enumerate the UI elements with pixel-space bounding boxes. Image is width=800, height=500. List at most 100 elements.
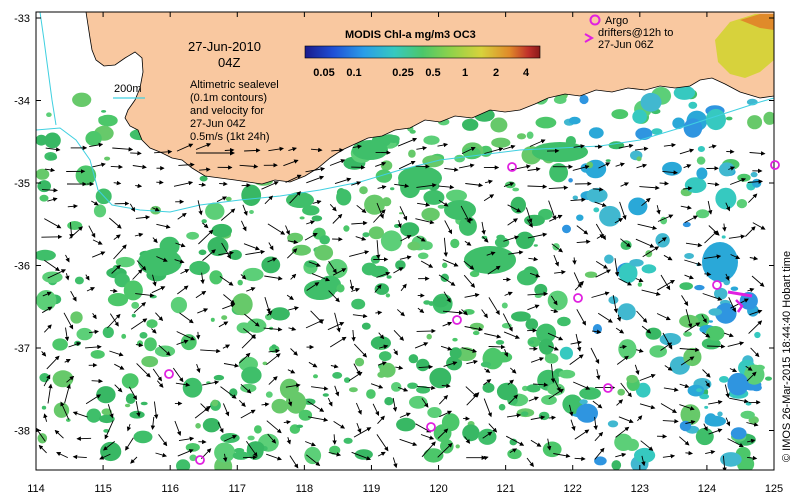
chlorophyll-patch: [688, 101, 698, 109]
velocity-arrow: [334, 385, 340, 397]
velocity-arrow: [286, 248, 298, 259]
chlorophyll-patch: [559, 346, 574, 360]
velocity-arrow: [242, 204, 248, 216]
velocity-arrow: [99, 453, 111, 460]
chlorophyll-patch: [254, 425, 262, 434]
chlorophyll-patch: [368, 226, 384, 240]
velocity-arrow: [113, 180, 122, 186]
chlorophyll-patch: [417, 252, 429, 260]
velocity-arrow: [730, 177, 747, 185]
velocity-arrow: [246, 441, 258, 457]
velocity-arrow: [353, 427, 372, 438]
velocity-arrow: [725, 417, 731, 427]
x-tick-label: 125: [765, 483, 783, 495]
chlorophyll-patch: [557, 316, 571, 327]
velocity-arrow: [636, 310, 648, 323]
velocity-arrow: [508, 394, 519, 405]
chlorophyll-patch: [736, 199, 748, 209]
chlorophyll-patch: [620, 240, 632, 251]
chlorophyll-patch: [241, 366, 262, 384]
chlorophyll-patch: [304, 446, 322, 465]
chlorophyll-patch: [719, 162, 735, 177]
velocity-arrow: [570, 197, 586, 203]
velocity-arrow: [639, 185, 660, 190]
velocity-arrow: [507, 218, 518, 226]
chlorophyll-patch: [237, 279, 243, 286]
chlorophyll-patch: [491, 137, 511, 148]
velocity-arrow: [464, 292, 480, 298]
velocity-arrow: [396, 309, 405, 317]
velocity-arrow: [724, 384, 730, 399]
velocity-arrow: [708, 144, 717, 149]
chlorophyll-patch: [416, 358, 430, 372]
velocity-arrow: [393, 267, 404, 274]
velocity-arrow: [595, 261, 608, 269]
chlorophyll-patch: [501, 302, 508, 309]
velocity-arrow: [620, 382, 632, 398]
velocity-arrow: [657, 279, 675, 291]
velocity-arrow: [176, 331, 196, 341]
chlorophyll-patch: [687, 384, 705, 397]
chlorophyll-patch: [391, 382, 402, 392]
chlorophyll-patch: [649, 345, 667, 358]
velocity-arrow: [286, 294, 294, 301]
chlorophyll-patch: [592, 324, 603, 334]
velocity-arrow: [481, 309, 488, 319]
velocity-arrow: [484, 333, 502, 339]
chlorophyll-patch: [93, 204, 107, 218]
chlorophyll-patch: [198, 249, 207, 256]
y-axis-tick-labels: -33 -34 -35 -36 -37 -38: [14, 13, 30, 438]
velocity-arrow: [399, 255, 412, 260]
velocity-arrow: [305, 441, 316, 447]
velocity-arrow: [220, 208, 236, 221]
chlorophyll-patch: [683, 331, 692, 337]
velocity-arrow: [705, 450, 716, 455]
chlorophyll-patch: [462, 118, 479, 131]
velocity-arrow: [750, 347, 760, 358]
chlorophyll-patch: [139, 332, 148, 339]
velocity-arrow: [660, 342, 673, 351]
chlorophyll-patch: [349, 387, 358, 393]
velocity-arrow: [634, 364, 640, 376]
velocity-arrow: [264, 296, 271, 314]
velocity-arrow: [152, 274, 157, 287]
velocity-arrow: [503, 349, 509, 358]
velocity-arrow: [376, 202, 384, 219]
velocity-arrow: [679, 436, 690, 446]
chlorophyll-patch: [98, 114, 118, 127]
velocity-arrow: [177, 285, 189, 295]
velocity-arrow: [266, 353, 281, 366]
velocity-arrow: [615, 327, 625, 334]
chlorophyll-patch: [129, 410, 145, 419]
chlorophyll-patch: [146, 319, 158, 329]
velocity-arrow: [747, 438, 756, 444]
chlorophyll-patch: [629, 259, 644, 267]
velocity-arrow: [548, 388, 564, 400]
velocity-arrow: [399, 206, 408, 221]
high-chlorophyll-patch: [715, 14, 774, 78]
velocity-arrow: [707, 344, 726, 349]
chlorophyll-patch: [511, 311, 531, 322]
chlorophyll-patch: [210, 317, 215, 322]
velocity-arrow: [72, 454, 87, 460]
velocity-arrow: [664, 365, 673, 371]
chlorophyll-patch: [715, 187, 737, 210]
chlorophyll-patch: [298, 409, 313, 421]
chlorophyll-patch: [535, 116, 557, 129]
velocity-arrow: [576, 225, 589, 235]
velocity-arrow: [636, 348, 644, 353]
velocity-arrow: [752, 222, 766, 230]
velocity-arrow: [548, 200, 557, 221]
chlorophyll-patch: [494, 237, 510, 248]
chlorophyll-patch: [287, 232, 304, 243]
velocity-arrow: [684, 274, 694, 280]
velocity-arrow: [224, 435, 238, 442]
chlorophyll-patch: [319, 235, 331, 245]
isobath-west-line: [39, 12, 57, 126]
velocity-arrow: [110, 288, 118, 294]
chlorophyll-patch: [246, 318, 267, 333]
velocity-arrow: [64, 327, 70, 342]
argo-float: [452, 315, 462, 325]
velocity-arrow: [729, 397, 749, 404]
velocity-arrow: [466, 392, 480, 406]
